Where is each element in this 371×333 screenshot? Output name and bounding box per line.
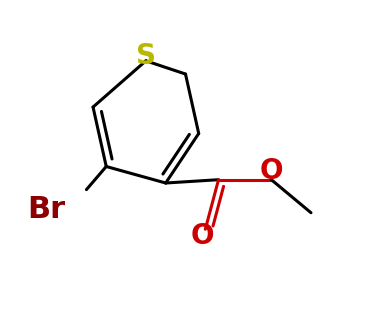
Text: Br: Br xyxy=(28,195,66,224)
Text: O: O xyxy=(190,222,214,250)
Text: S: S xyxy=(136,42,156,70)
Text: O: O xyxy=(260,158,283,185)
